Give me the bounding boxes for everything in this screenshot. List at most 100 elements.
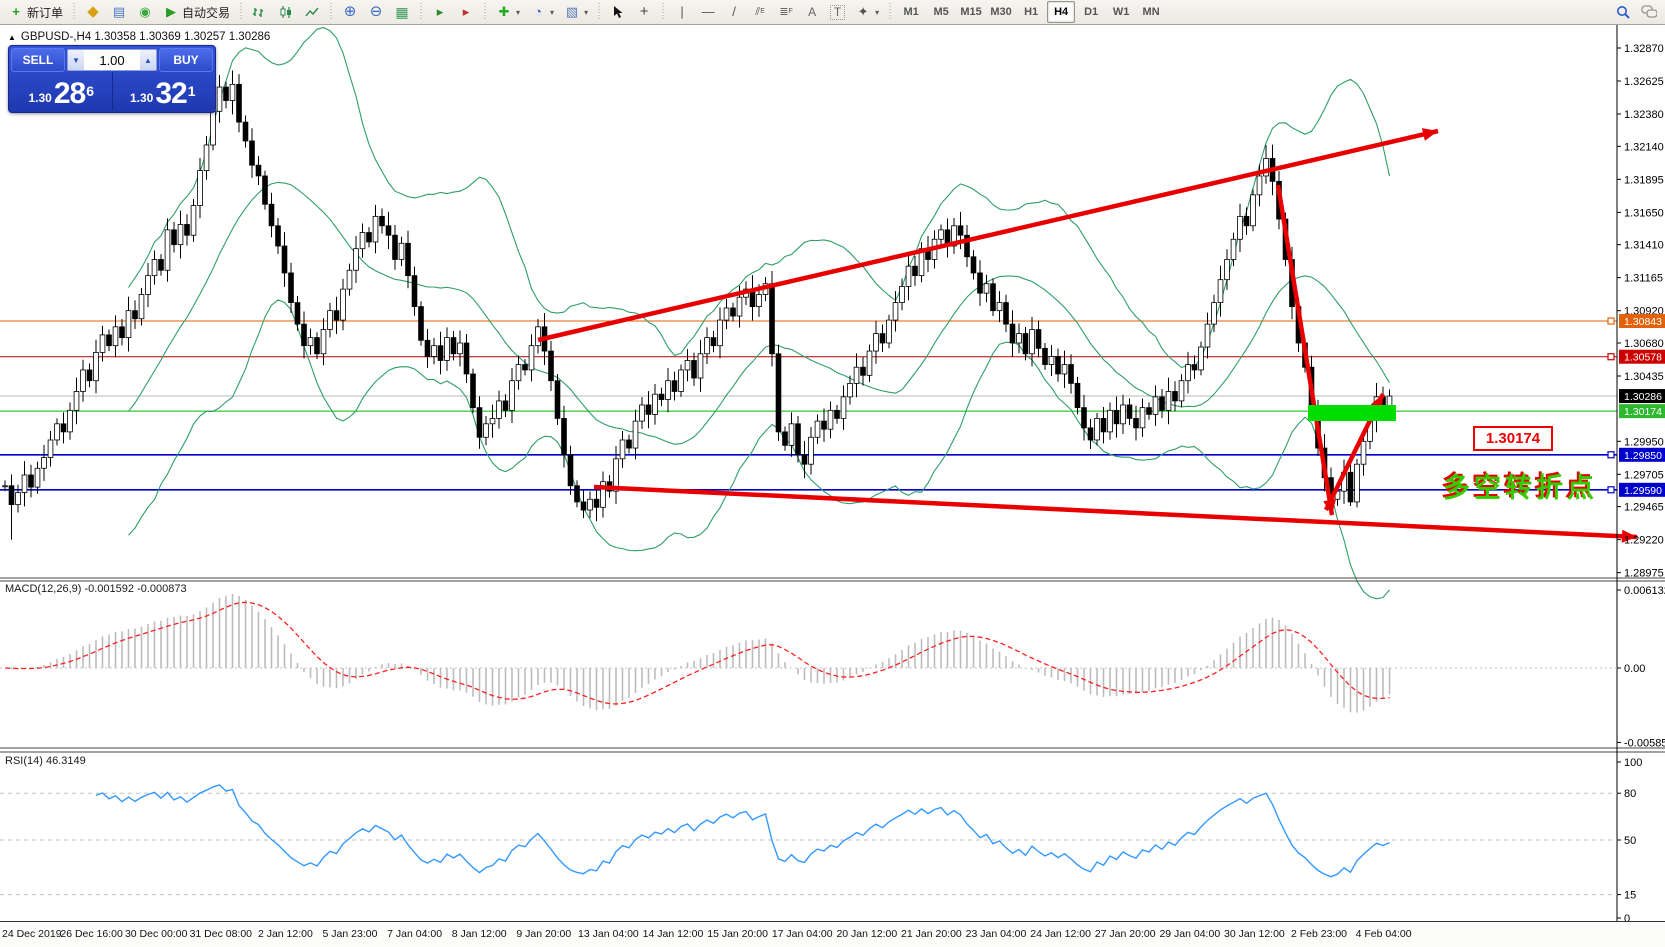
time-axis-label: 4 Feb 04:00 [1355,928,1412,940]
price-tick-label: 1.31895 [1624,174,1664,186]
chart-shift-icon: ▸ [462,4,470,19]
time-axis-label: 30 Jan 12:00 [1224,928,1285,940]
rsi-tick-label: 100 [1624,757,1642,769]
buy-price[interactable]: 1.30 32 1 [113,72,214,110]
toolbar-separator [73,3,76,21]
timeframe-button-mn[interactable]: MN [1142,6,1160,18]
sell-price[interactable]: 1.30 28 6 [11,72,113,110]
symbol-collapse-icon[interactable]: ▲ [8,32,16,42]
equidistant-channel-button[interactable]: ⫽ E [747,1,773,23]
bar-chart-icon [252,4,268,20]
chart-canvas: 1.32870 1.32625 1.32380 1.32140 1.31895 1.316… [0,25,1665,925]
time-axis-label: 5 Jan 23:00 [322,928,378,940]
buy-price-point: 1 [187,83,196,99]
macd-tick-label: 0.00 [1624,663,1645,675]
dropdown-caret-icon: ▾ [550,7,555,17]
ohlc-readout: GBPUSD-,H4 1.30358 1.30369 1.30257 1.302… [20,31,271,43]
indicators-icon: ✚ [498,4,510,19]
toolbar-separator [662,3,665,21]
search-icon[interactable] [1615,4,1631,20]
chart-area[interactable]: 1.32870 1.32625 1.32380 1.32140 1.31895 1.316… [0,25,1665,947]
price-tag: 1.29590 [1624,485,1662,497]
arrows-tool-button[interactable]: ✦ ▾ [850,1,884,23]
cursor-button[interactable] [605,1,631,23]
autotrading-button[interactable]: ▶ 自动交易 [158,1,235,23]
arrows-tool-icon: ✦ [857,4,869,19]
time-axis-label: 2 Feb 23:00 [1290,928,1348,940]
zoom-in-icon: ⊕ [343,3,357,20]
time-axis-label: 13 Jan 04:00 [578,928,639,940]
volume-decrease-button[interactable]: ▼ [68,50,84,70]
zoom-out-button[interactable]: ⊖ [363,1,389,23]
time-axis-label: 7 Jan 04:00 [387,928,443,940]
sell-button[interactable]: SELL [11,48,65,72]
timeframe-button-h1[interactable]: H1 [1024,6,1039,18]
vertical-line-button[interactable]: | [669,1,695,23]
buy-button[interactable]: BUY [159,48,213,72]
cursor-icon [610,4,626,20]
text-label-button[interactable]: T [825,1,850,23]
horizontal-line-icon: — [701,4,715,19]
main-toolbar: + 新订单 ◆ ▤ ◉ ▶ 自动交易 ⊕ ⊖ [0,0,1665,25]
price-tick-label: 1.30680 [1624,338,1664,350]
zoom-out-icon: ⊖ [369,3,383,20]
time-axis-label: 8 Jan 12:00 [451,928,507,940]
line-chart-button[interactable] [299,1,325,23]
price-tag: 1.30578 [1624,352,1662,364]
templates-button[interactable]: ▧ ▾ [559,1,593,23]
zoom-in-button[interactable]: ⊕ [337,1,363,23]
indicators-button[interactable]: ✚ ▾ [491,1,525,23]
timeframe-button-m5[interactable]: M5 [933,6,949,18]
timeframe-button-h4[interactable]: H4 [1047,1,1076,23]
toolbar-separator [889,3,892,21]
time-axis[interactable]: 24 Dec 2019 26 Dec 16:00 30 Dec 00:00 31 De… [0,921,1665,947]
periods-button[interactable]: ◔ ▾ [525,1,559,23]
candlestick-chart-button[interactable] [273,1,299,23]
time-axis-label: 20 Jan 12:00 [836,928,898,940]
timeframe-button-m1[interactable]: M1 [903,6,919,18]
text-label-icon: T [830,4,846,20]
time-axis-label: 2 Jan 12:00 [257,928,313,940]
terminal-button[interactable]: ◉ [132,1,158,23]
rsi-tick-label: 50 [1624,835,1636,847]
new-order-icon: + [12,4,20,19]
buy-price-base: 1.30 [129,91,154,105]
timeframe-button-m15[interactable]: M15 [960,6,982,18]
price-tick-label: 1.29950 [1624,436,1664,448]
auto-scroll-button[interactable]: ▸ [427,1,453,23]
time-axis-label: 9 Jan 20:00 [516,928,572,940]
vertical-line-icon: | [680,4,684,19]
macd-tick-label: -0.00585 [1624,737,1665,749]
fibonacci-button[interactable]: ≣ F [773,1,799,23]
navigator-icon: ▤ [112,4,126,19]
new-order-button[interactable]: + 新订单 [3,1,68,23]
time-axis-label: 27 Jan 20:00 [1094,928,1156,940]
text-tool-icon: A [808,5,817,19]
market-watch-button[interactable]: ◆ [80,1,106,23]
price-tick-label: 1.29220 [1624,535,1664,547]
market-watch-icon: ◆ [87,3,99,20]
volume-value[interactable]: 1.00 [99,52,125,68]
price-tick-label: 1.32625 [1624,76,1664,88]
time-axis-label: 14 Jan 12:00 [642,928,704,940]
tile-windows-button[interactable]: ▦ [389,1,415,23]
time-axis-label: 21 Jan 20:00 [901,928,962,940]
volume-increase-button[interactable]: ▲ [140,50,156,70]
text-tool-button[interactable]: A [799,1,825,23]
crosshair-button[interactable]: + [631,1,657,23]
navigator-button[interactable]: ▤ [106,1,132,23]
chat-icon[interactable] [1641,4,1657,20]
time-axis-label: 24 Jan 12:00 [1030,928,1091,940]
bar-chart-button[interactable] [247,1,273,23]
periods-icon: ◔ [534,4,542,19]
trendline-button[interactable]: / [721,1,747,23]
price-tick-label: 1.31410 [1624,240,1664,252]
timeframe-button-w1[interactable]: W1 [1112,6,1130,18]
horizontal-line-button[interactable]: — [695,1,721,23]
chart-shift-button[interactable]: ▸ [453,1,479,23]
symbol-title: ▲ GBPUSD-,H4 1.30358 1.30369 1.30257 1.3… [8,31,270,43]
time-axis-label: 31 Dec 08:00 [189,928,253,940]
timeframe-button-d1[interactable]: D1 [1084,6,1099,18]
timeframe-button-m30[interactable]: M30 [990,6,1012,18]
